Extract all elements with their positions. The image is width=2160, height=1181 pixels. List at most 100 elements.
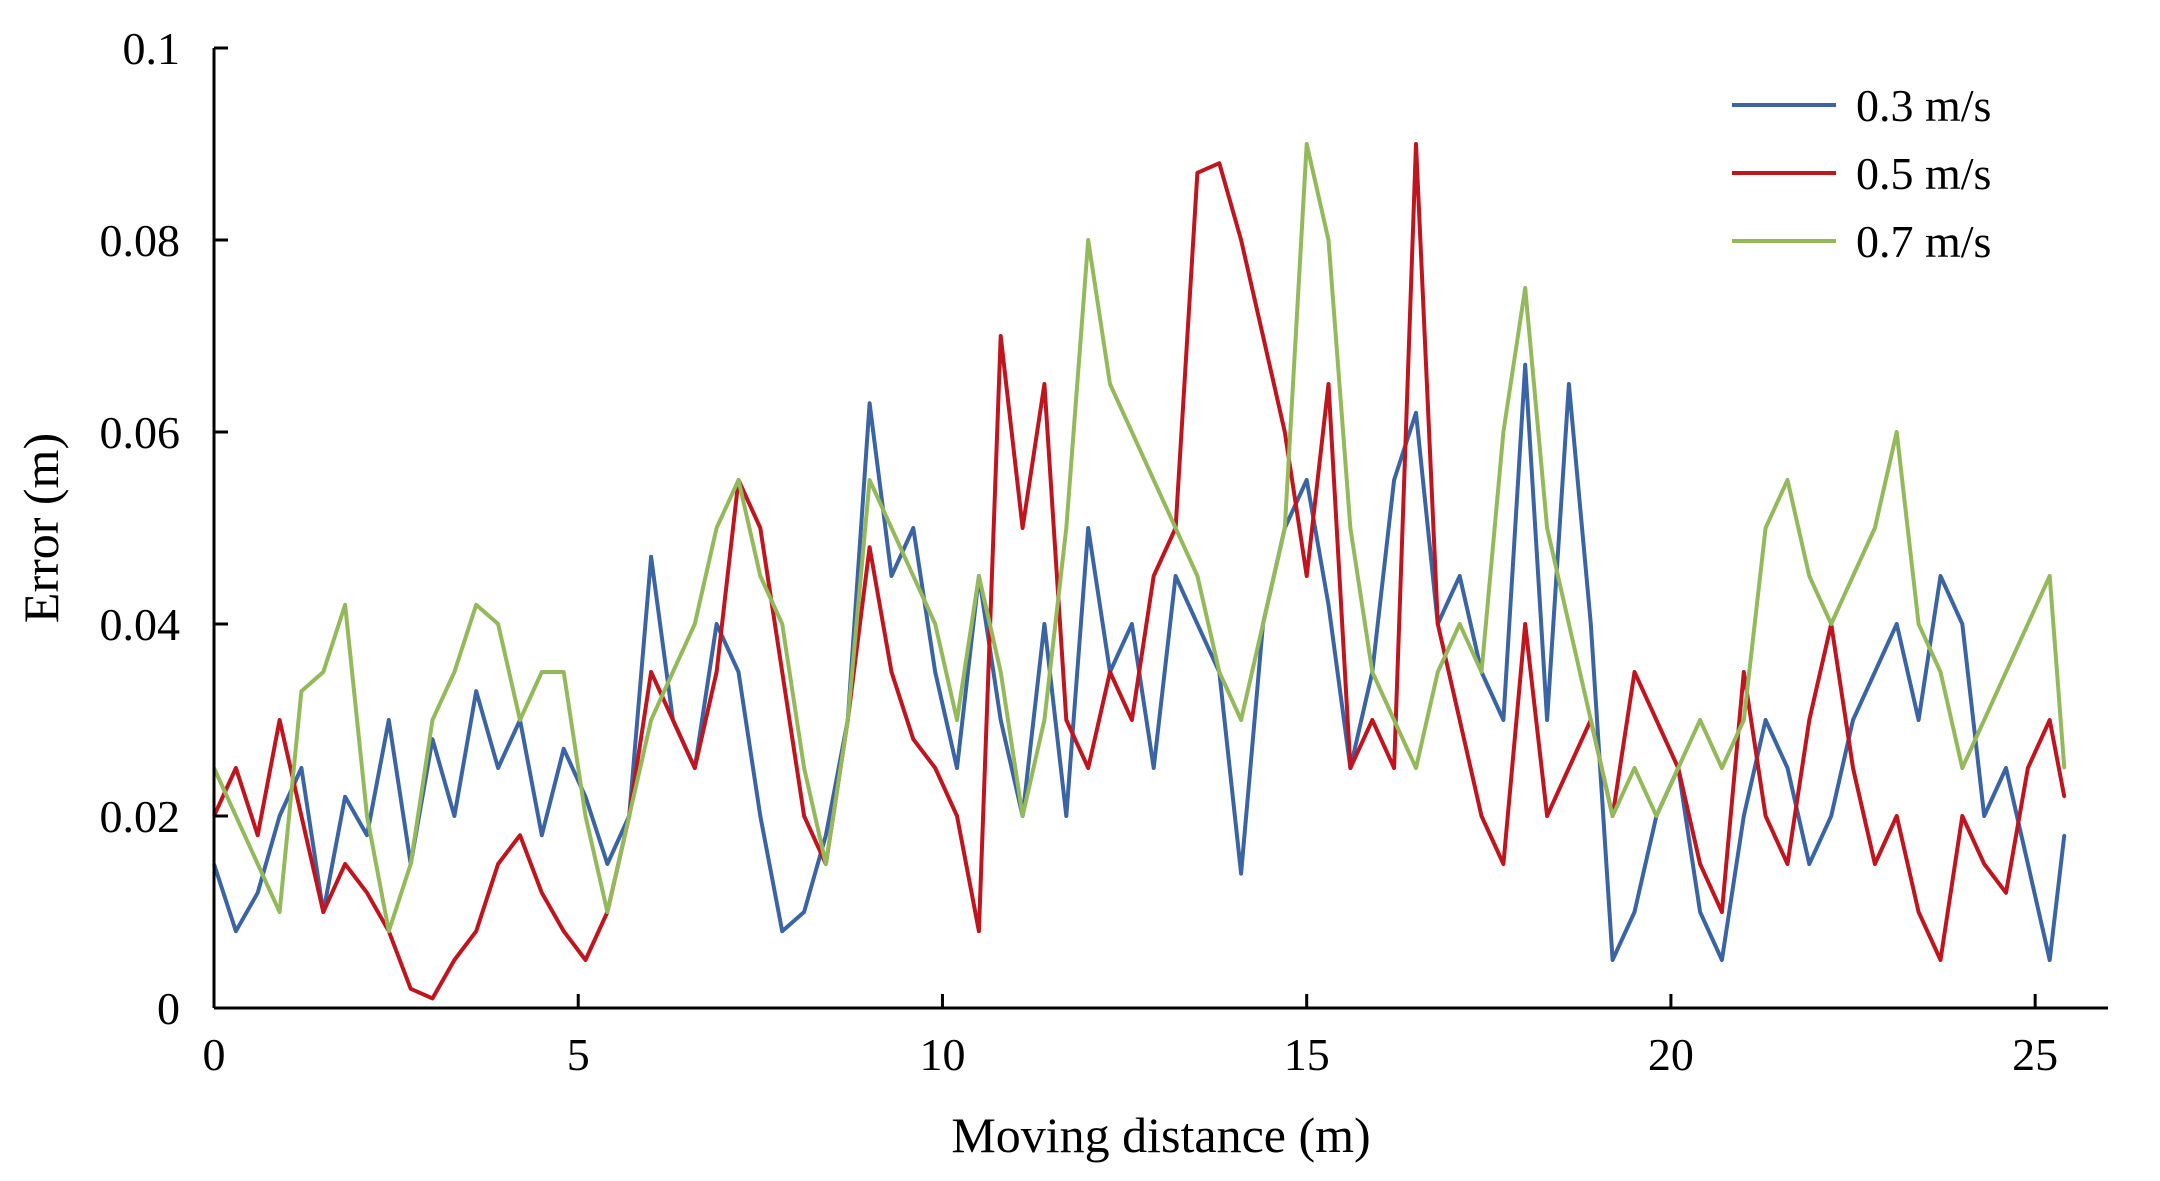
series-point [1480,670,1484,674]
series-point [1021,814,1025,818]
series-point [1501,862,1505,866]
series-point [649,555,653,559]
series-point [1960,766,1964,770]
series-point [1917,718,1921,722]
series-point [1523,622,1527,626]
series-point [562,670,566,674]
series-point [1982,814,1986,818]
series-point [1720,766,1724,770]
y-tick-label: 0.06 [100,407,181,458]
series-point [955,766,959,770]
series-point [1545,814,1549,818]
series-point [999,670,1003,674]
series-point [387,929,391,933]
series-point [1807,862,1811,866]
series-point [1458,718,1462,722]
series-point [584,814,588,818]
series-point [299,814,303,818]
y-tick-label: 0.02 [100,791,181,842]
series-point [1130,622,1134,626]
series-point [780,670,784,674]
series-point [1152,478,1156,482]
series-point [955,718,959,722]
series-line-2 [212,142,2067,1001]
series-point [693,766,697,770]
series-point [321,910,325,914]
series-point [2026,862,2030,866]
series-point [1960,622,1964,626]
series-point [299,689,303,693]
series-point [911,526,915,530]
series-point [452,814,456,818]
series-point [365,814,369,818]
series-point [365,891,369,895]
y-tick-label: 0.04 [100,599,181,650]
series-point [933,622,937,626]
series-point [1086,238,1090,242]
series-point [1086,766,1090,770]
series-point [868,401,872,405]
series-point [562,929,566,933]
series-point [540,891,544,895]
series-point [256,862,260,866]
series-point [2026,766,2030,770]
series-line-3 [212,142,2067,934]
series-point [889,574,893,578]
series-point [299,766,303,770]
series-point [1938,574,1942,578]
series-point [1742,814,1746,818]
series-point [1305,478,1309,482]
series-point [518,833,522,837]
series-point [256,891,260,895]
series-point [540,670,544,674]
series-point [540,833,544,837]
series-point [1108,670,1112,674]
series-point [1807,718,1811,722]
series-point [343,862,347,866]
series-point [474,689,478,693]
series-point [2048,718,2052,722]
series-point [1698,718,1702,722]
legend: 0.3 m/s 0.5 m/s 0.7 m/s [1732,80,1991,267]
series-point [1567,622,1571,626]
series-point [780,929,784,933]
series-point [1829,814,1833,818]
y-axis-title: Error (m) [13,433,69,623]
series-point [1130,718,1134,722]
series-point [343,603,347,607]
series-point [933,670,937,674]
series-point [496,766,500,770]
series-point [824,833,828,837]
series-point [1611,958,1615,962]
series-point [715,670,719,674]
series-point [1873,670,1877,674]
series-point [387,718,391,722]
y-tick-label: 0.1 [123,23,181,74]
series-point [911,574,915,578]
series-point [431,996,435,1000]
series-point [911,737,915,741]
series-point [2048,958,2052,962]
series-point [1785,478,1789,482]
series-point [452,670,456,674]
series-point [496,622,500,626]
series-point [584,958,588,962]
series-point [1764,814,1768,818]
series-point [431,737,435,741]
series-point [1086,526,1090,530]
series-point [1392,478,1396,482]
series-point [1283,526,1287,530]
y-tick-label: 0.08 [100,215,181,266]
series-point [1064,814,1068,818]
series-point [1917,910,1921,914]
series-point [496,862,500,866]
series-point [2004,891,2008,895]
series-point [1851,766,1855,770]
series-point [824,862,828,866]
legend-label: 0.7 m/s [1856,216,1991,267]
series-point [1042,718,1046,722]
series-point [1589,622,1593,626]
series-point [1305,574,1309,578]
